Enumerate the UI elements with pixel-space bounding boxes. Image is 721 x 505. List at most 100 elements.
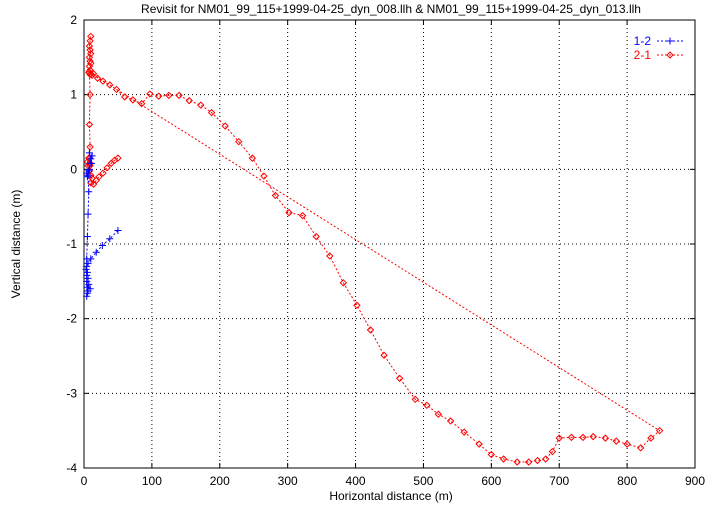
data-point <box>85 53 94 62</box>
data-point <box>98 241 106 249</box>
legend: 1-22-1 <box>634 34 683 62</box>
data-point <box>83 271 91 279</box>
y-tick-label: -1 <box>66 237 77 251</box>
data-point <box>93 74 102 82</box>
legend-marker <box>666 51 674 59</box>
x-tick-label: 100 <box>142 474 162 488</box>
chart-title: Revisit for NM01_99_115+1999-04-25_dyn_0… <box>141 2 641 16</box>
x-tick-label: 300 <box>278 474 298 488</box>
data-point <box>84 274 92 282</box>
data-point <box>260 172 268 180</box>
data-point <box>103 164 111 172</box>
data-point <box>85 149 93 157</box>
y-axis-label: Vertical distance (m) <box>9 190 23 299</box>
y-tick-label: 2 <box>70 13 77 27</box>
data-point <box>460 428 468 436</box>
data-point <box>434 410 443 418</box>
data-point <box>339 279 348 287</box>
data-point <box>112 85 121 94</box>
y-tick-label: 1 <box>70 88 77 102</box>
data-point <box>298 211 307 220</box>
y-tick-label: 0 <box>70 162 77 176</box>
x-tick-label: 600 <box>481 474 501 488</box>
legend-label: 1-2 <box>634 34 652 48</box>
data-point <box>85 68 94 76</box>
data-point <box>85 165 93 173</box>
data-point <box>271 191 280 200</box>
data-point <box>85 42 94 50</box>
grid <box>84 20 695 468</box>
data-point <box>106 81 114 89</box>
data-point <box>285 208 293 217</box>
data-point <box>175 91 183 100</box>
data-point <box>121 93 129 101</box>
data-point <box>137 99 146 108</box>
data-point <box>487 450 496 459</box>
data-point <box>86 90 94 99</box>
data-point <box>114 154 122 162</box>
data-point <box>524 458 533 466</box>
data-point <box>83 268 91 276</box>
data-point <box>86 143 94 151</box>
data-point <box>446 417 455 425</box>
data-point <box>548 447 557 456</box>
data-point <box>647 434 655 442</box>
data-point <box>86 66 94 74</box>
data-point <box>87 155 95 163</box>
x-tick-label: 700 <box>549 474 569 488</box>
data-point <box>83 289 91 297</box>
data-point <box>85 188 93 196</box>
data-point <box>636 444 645 452</box>
data-point <box>114 227 122 235</box>
data-point <box>655 426 664 435</box>
x-axis-label: Horizontal distance (m) <box>329 489 452 503</box>
data-point <box>83 169 91 177</box>
data-point <box>326 252 334 260</box>
x-tick-label: 900 <box>685 474 705 488</box>
data-point <box>499 455 508 463</box>
x-tick-label: 500 <box>413 474 433 488</box>
legend-item-1-2: 1-2 <box>634 34 683 48</box>
data-point <box>87 59 95 68</box>
data-point <box>87 159 95 167</box>
x-axis-ticks: 0 100 200 300 400 500 600 700 800 900 <box>81 20 705 488</box>
data-point <box>579 433 587 442</box>
data-point <box>83 262 91 270</box>
data-point <box>87 49 95 58</box>
data-point <box>84 210 92 218</box>
data-point <box>83 255 91 263</box>
data-point <box>85 120 94 129</box>
data-point <box>395 374 404 383</box>
x-tick-label: 800 <box>617 474 637 488</box>
series-layer <box>82 32 664 466</box>
y-axis-ticks: -4 -3 -2 -1 0 1 2 <box>66 13 695 475</box>
data-point <box>513 458 521 466</box>
legend-item-2-1: 2-1 <box>634 48 683 62</box>
data-point <box>380 351 388 359</box>
data-point <box>129 96 137 104</box>
data-point <box>475 440 483 448</box>
series-1-2 <box>82 149 122 300</box>
data-point <box>83 233 91 241</box>
data-point <box>146 90 154 98</box>
data-point <box>353 301 361 309</box>
data-point <box>197 101 205 109</box>
data-point <box>83 173 91 181</box>
data-point <box>86 46 94 54</box>
data-point <box>589 432 597 441</box>
data-point <box>533 456 542 465</box>
data-point <box>154 92 163 100</box>
data-point <box>87 32 95 41</box>
data-point <box>366 326 375 334</box>
series-2-1 <box>83 32 664 466</box>
data-point <box>567 433 576 442</box>
data-point <box>95 173 103 181</box>
data-point <box>165 91 173 100</box>
data-point <box>312 232 320 241</box>
data-point <box>99 77 107 85</box>
data-point <box>623 440 631 448</box>
data-point <box>82 265 90 273</box>
x-tick-label: 400 <box>346 474 366 488</box>
data-point <box>221 122 229 130</box>
